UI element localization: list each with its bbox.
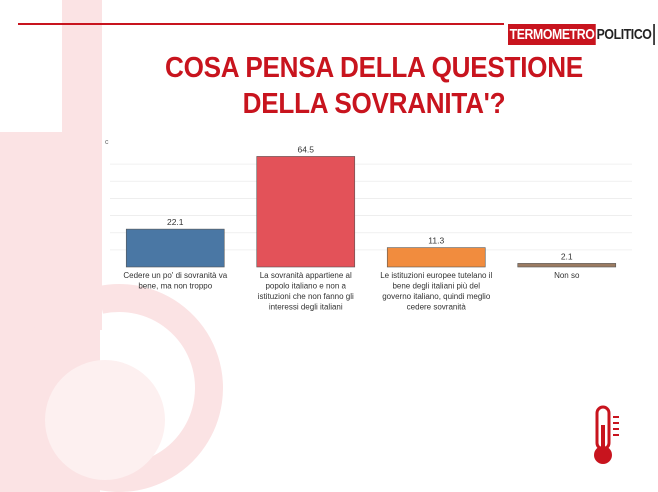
bar-2 (386, 247, 486, 268)
bar-0 (125, 228, 225, 268)
category-label-2-line-0: Le istituzioni europee tutelano il (380, 271, 492, 280)
category-label-1-line-0: La sovranità appartiene al (260, 271, 352, 280)
thermometer-icon (594, 405, 619, 464)
category-label-1-line-1: popolo italiano e non a (265, 282, 346, 291)
category-label-2-line-2: governo italiano, quindi meglio (382, 292, 491, 301)
bar-1 (256, 156, 356, 268)
page-title: COSA PENSA DELLA QUESTIONE DELLA SOVRANI… (165, 52, 583, 120)
category-label-2-line-1: bene degli italiani più del (392, 282, 480, 291)
bar-3 (517, 263, 617, 268)
category-label-1-line-2: istituzioni che non fanno gli (258, 292, 354, 301)
chart-corner-mark: c (105, 139, 109, 146)
category-label-2-line-3: cedere sovranità (407, 303, 467, 312)
header-rule (18, 23, 504, 25)
data-label-0: 22.1 (167, 217, 184, 227)
termometro-politico-logo: TERMOMETRO POLITICO (508, 24, 658, 45)
data-label-1: 64.5 (297, 144, 314, 154)
logo-text-red: TERMOMETRO (508, 24, 597, 45)
data-label-3: 2.1 (561, 251, 573, 261)
category-label-1-line-3: interessi degli italiani (269, 303, 343, 312)
category-label-0-line-0: Cedere un po' di sovranità va (123, 271, 227, 280)
category-label-3-line-0: Non so (554, 271, 580, 280)
category-label-0-line-1: bene, ma non troppo (138, 282, 212, 291)
data-label-2: 11.3 (428, 236, 444, 246)
logo-text-dark: POLITICO (595, 24, 656, 45)
